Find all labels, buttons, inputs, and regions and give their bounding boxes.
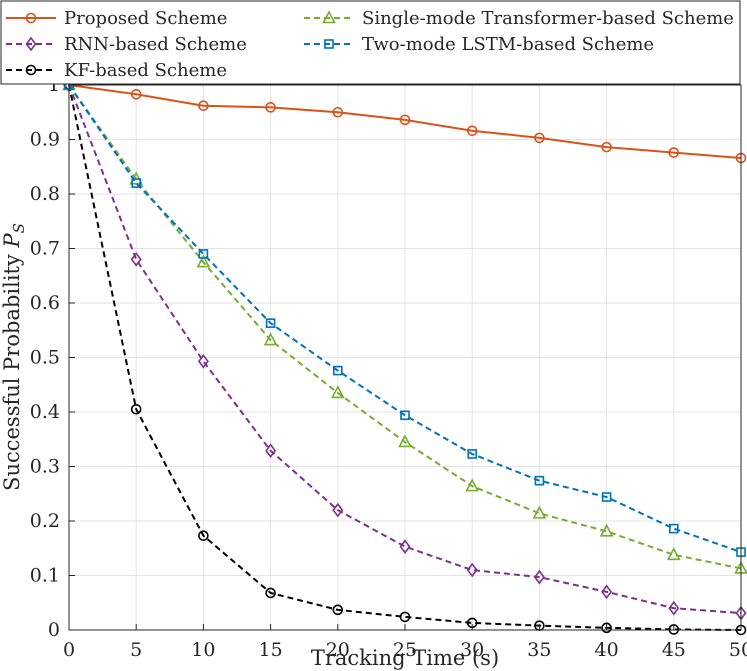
- data-point: [534, 132, 545, 144]
- y-tick-label: 0.6: [30, 292, 60, 314]
- data-point: [265, 318, 276, 328]
- data-point: [599, 523, 614, 537]
- data-point: [332, 604, 344, 616]
- y-axis-label-subscript: S: [10, 223, 28, 233]
- legend-marker: [322, 10, 336, 24]
- x-tick-label: 10: [191, 639, 215, 661]
- data-point: [601, 622, 612, 634]
- legend-label: KF-based Scheme: [64, 60, 227, 81]
- data-point: [198, 249, 209, 259]
- legend-marker: [324, 39, 334, 49]
- x-tick-label: 25: [393, 639, 417, 661]
- legend-entry: Proposed Scheme: [6, 8, 227, 29]
- legend-entry: RNN-based Scheme: [6, 34, 247, 55]
- data-point: [601, 492, 612, 502]
- data-point: [196, 254, 211, 268]
- y-axis-label: Successful Probability PS: [0, 223, 28, 491]
- series-line: [68, 84, 742, 570]
- y-tick-label: 0.2: [30, 510, 60, 532]
- x-tick-label: 50: [729, 639, 747, 661]
- x-tick-label: 0: [63, 639, 75, 661]
- data-point: [466, 125, 478, 137]
- legend-label: Single-mode Transformer-based Scheme: [362, 8, 734, 29]
- data-point: [265, 587, 276, 599]
- grid-lines: [68, 84, 742, 631]
- data-point: [400, 410, 410, 421]
- series-proposed-scheme: [63, 79, 747, 164]
- data-point: [265, 102, 276, 113]
- legend-marker: [25, 36, 37, 52]
- data-point: [601, 141, 612, 153]
- series-line: [68, 84, 742, 554]
- data-point: [131, 178, 141, 188]
- data-point: [130, 88, 142, 100]
- data-point: [332, 502, 344, 518]
- data-point: [601, 584, 613, 600]
- y-axis-label-text: Successful Probability: [0, 247, 24, 490]
- data-point: [399, 611, 411, 623]
- y-tick-label: 0: [48, 619, 60, 641]
- data-point: [330, 385, 345, 399]
- legend: Proposed Scheme RNN-based Scheme KF-based …: [0, 0, 741, 85]
- legend-label: RNN-based Scheme: [64, 34, 247, 55]
- x-tick-label: 45: [662, 639, 686, 661]
- legend-entry: Two-mode LSTM-based Scheme: [304, 34, 654, 55]
- data-point: [332, 106, 344, 118]
- y-tick-label: 0.8: [30, 183, 60, 205]
- data-point: [263, 332, 278, 346]
- legend-box: [0, 0, 741, 85]
- data-point: [466, 562, 478, 578]
- legend-entry: KF-based Scheme: [6, 60, 227, 81]
- data-point: [668, 600, 680, 616]
- data-point: [198, 100, 209, 112]
- data-point: [332, 365, 343, 376]
- data-point: [467, 449, 478, 459]
- data-point: [265, 443, 277, 459]
- legend-label: Proposed Scheme: [64, 8, 227, 29]
- data-point: [668, 523, 679, 534]
- y-axis-label-symbol: P: [0, 232, 24, 248]
- y-tick-label: 0.3: [30, 456, 60, 478]
- data-point: [130, 403, 142, 415]
- data-point: [399, 114, 411, 126]
- x-tick-label: 40: [595, 639, 619, 661]
- y-tick-label: 0.4: [30, 401, 60, 423]
- data-point: [465, 478, 480, 492]
- data-point: [130, 252, 142, 267]
- x-axis-label: Tracking Time (s): [311, 646, 499, 670]
- data-point: [533, 569, 545, 585]
- y-tick-label: 0.5: [30, 347, 60, 369]
- x-tick-label: 30: [460, 639, 484, 661]
- x-tick-label: 15: [259, 639, 283, 661]
- legend-marker: [25, 64, 37, 76]
- x-tick-label: 5: [130, 639, 142, 661]
- series-line: [68, 84, 742, 631]
- data-point: [198, 530, 209, 542]
- legend-entry: Single-mode Transformer-based Scheme: [304, 8, 734, 29]
- data-point: [668, 147, 680, 158]
- data-point: [534, 475, 545, 486]
- x-tick-label: 20: [326, 639, 350, 661]
- legend-marker: [25, 12, 37, 24]
- y-tick-label: 0.7: [30, 238, 60, 260]
- axis-ticks: 0 5 10 15 20 25 30 35 40 45 50 0 0.1 0.2 0.3 0.4 0.5 0.6 0…: [30, 74, 747, 661]
- legend-label: Two-mode LSTM-based Scheme: [362, 34, 654, 55]
- data-point: [398, 434, 412, 448]
- data-point: [399, 539, 411, 554]
- x-tick-label: 35: [527, 639, 551, 661]
- data-point: [197, 353, 209, 369]
- series-line: [68, 84, 742, 160]
- data-point: [532, 505, 547, 519]
- data-point: [666, 547, 681, 561]
- y-tick-label: 0.1: [30, 565, 60, 587]
- y-tick-label: 0.9: [30, 129, 60, 151]
